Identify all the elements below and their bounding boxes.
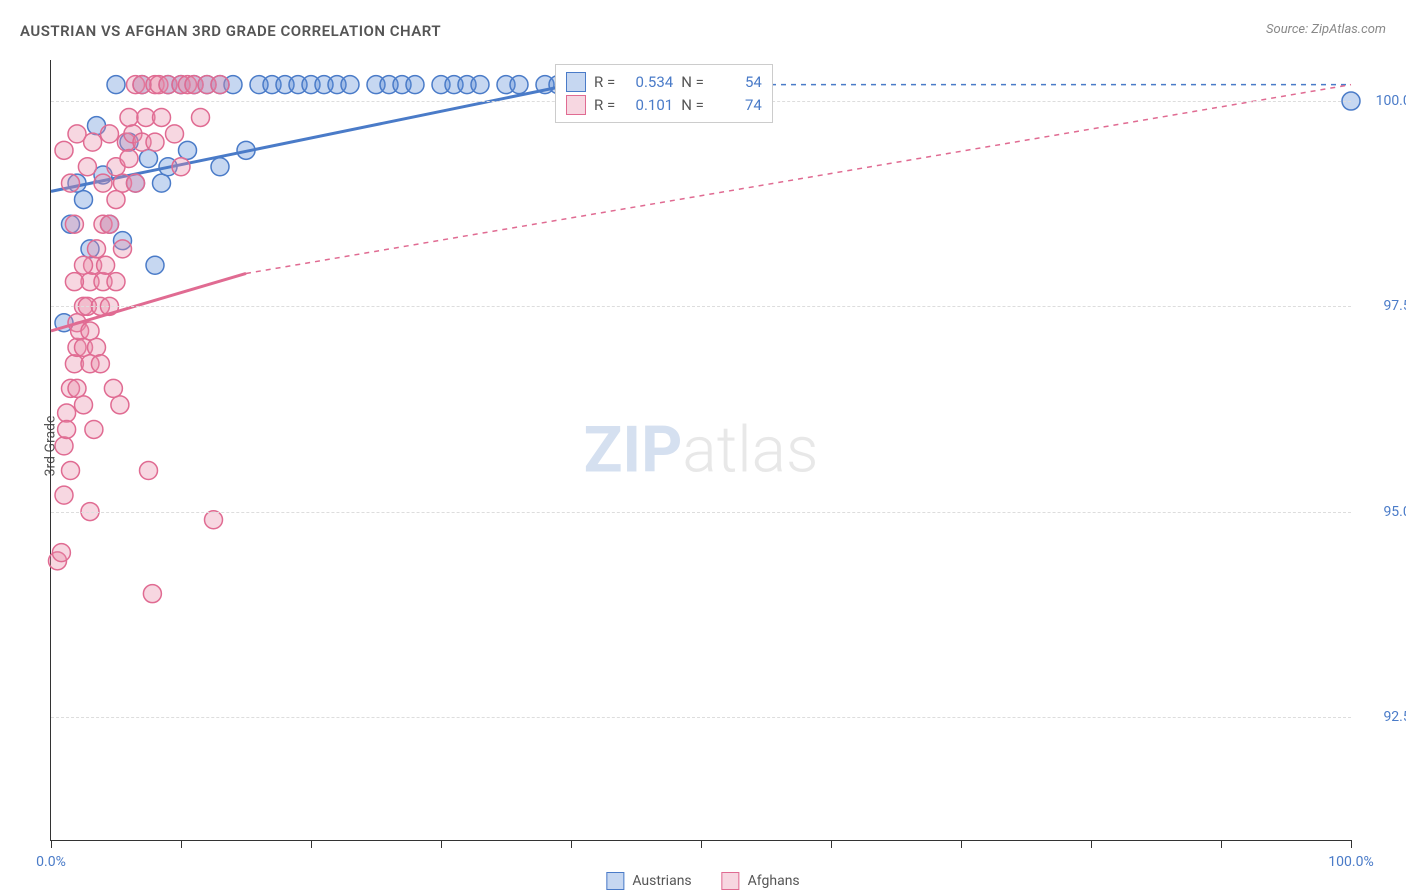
legend-swatch	[722, 872, 740, 890]
scatter-point	[52, 544, 70, 562]
stat-swatch	[566, 72, 586, 92]
stat-r-label: R =	[594, 71, 615, 94]
scatter-point	[75, 256, 93, 274]
scatter-point	[107, 191, 125, 209]
x-tick	[1351, 840, 1352, 848]
x-tick	[571, 840, 572, 848]
y-tick-label: 100.0%	[1376, 93, 1406, 109]
correlation-stats-box: R = 0.534 N = 54 R = 0.101 N = 74	[555, 64, 773, 123]
scatter-point	[101, 125, 119, 143]
y-tick-label: 95.0%	[1383, 504, 1406, 520]
plot-area: ZIPatlas 92.5%95.0%97.5%100.0%0.0%100.0%	[50, 60, 1351, 841]
scatter-point	[192, 108, 210, 126]
scatter-point	[153, 108, 171, 126]
scatter-svg	[51, 60, 1351, 840]
scatter-point	[104, 379, 122, 397]
scatter-point	[55, 141, 73, 159]
scatter-point	[166, 125, 184, 143]
legend-item: Austrians	[606, 872, 691, 890]
scatter-point	[146, 256, 164, 274]
scatter-point	[81, 322, 99, 340]
y-tick-label: 97.5%	[1383, 298, 1406, 314]
scatter-point	[94, 174, 112, 192]
stat-r-value: 0.534	[623, 71, 673, 94]
scatter-point	[471, 76, 489, 94]
legend: Austrians Afghans	[606, 872, 799, 890]
scatter-point	[65, 215, 83, 233]
scatter-point	[107, 273, 125, 291]
stat-row: R = 0.534 N = 54	[566, 71, 762, 94]
stat-n-value: 74	[712, 94, 762, 117]
stat-n-label: N =	[681, 71, 704, 94]
stat-r-value: 0.101	[623, 94, 673, 117]
scatter-point	[85, 420, 103, 438]
stat-r-label: R =	[594, 94, 615, 117]
trend-line-dashed	[246, 85, 1351, 274]
scatter-point	[62, 462, 80, 480]
x-tick	[51, 840, 52, 848]
x-tick	[181, 840, 182, 848]
scatter-point	[58, 420, 76, 438]
scatter-point	[140, 462, 158, 480]
scatter-point	[510, 76, 528, 94]
scatter-point	[88, 338, 106, 356]
x-tick	[1221, 840, 1222, 848]
scatter-point	[58, 404, 76, 422]
scatter-point	[97, 256, 115, 274]
x-tick	[441, 840, 442, 848]
scatter-point	[211, 158, 229, 176]
stat-n-label: N =	[681, 94, 704, 117]
legend-label: Afghans	[748, 873, 800, 889]
scatter-point	[78, 158, 96, 176]
scatter-point	[68, 379, 86, 397]
scatter-point	[120, 108, 138, 126]
scatter-point	[127, 174, 145, 192]
x-tick	[701, 840, 702, 848]
scatter-point	[205, 511, 223, 529]
gridline	[51, 717, 1351, 718]
scatter-point	[62, 174, 80, 192]
x-tick	[1091, 840, 1092, 848]
x-tick	[961, 840, 962, 848]
gridline	[51, 512, 1351, 513]
chart-container: AUSTRIAN VS AFGHAN 3RD GRADE CORRELATION…	[0, 0, 1406, 892]
scatter-point	[153, 174, 171, 192]
scatter-point	[68, 125, 86, 143]
scatter-point	[91, 355, 109, 373]
scatter-point	[55, 437, 73, 455]
source-label: Source: ZipAtlas.com	[1266, 22, 1386, 37]
scatter-point	[114, 240, 132, 258]
scatter-point	[88, 240, 106, 258]
legend-swatch	[606, 872, 624, 890]
scatter-point	[75, 396, 93, 414]
scatter-point	[111, 396, 129, 414]
x-tick-label: 100.0%	[1328, 854, 1373, 870]
scatter-point	[211, 76, 229, 94]
scatter-point	[65, 273, 83, 291]
x-tick-label: 0.0%	[36, 854, 66, 870]
scatter-point	[140, 150, 158, 168]
scatter-point	[55, 486, 73, 504]
chart-title: AUSTRIAN VS AFGHAN 3RD GRADE CORRELATION…	[20, 22, 441, 40]
gridline	[51, 306, 1351, 307]
legend-item: Afghans	[722, 872, 800, 890]
x-tick	[831, 840, 832, 848]
stat-n-value: 54	[712, 71, 762, 94]
scatter-point	[75, 191, 93, 209]
scatter-point	[107, 76, 125, 94]
scatter-point	[341, 76, 359, 94]
legend-label: Austrians	[632, 873, 691, 889]
scatter-point	[143, 585, 161, 603]
stat-swatch	[566, 95, 586, 115]
scatter-point	[120, 150, 138, 168]
scatter-point	[101, 215, 119, 233]
scatter-point	[406, 76, 424, 94]
y-tick-label: 92.5%	[1383, 709, 1406, 725]
scatter-point	[179, 141, 197, 159]
scatter-point	[172, 158, 190, 176]
stat-row: R = 0.101 N = 74	[566, 94, 762, 117]
x-tick	[311, 840, 312, 848]
scatter-point	[146, 133, 164, 151]
